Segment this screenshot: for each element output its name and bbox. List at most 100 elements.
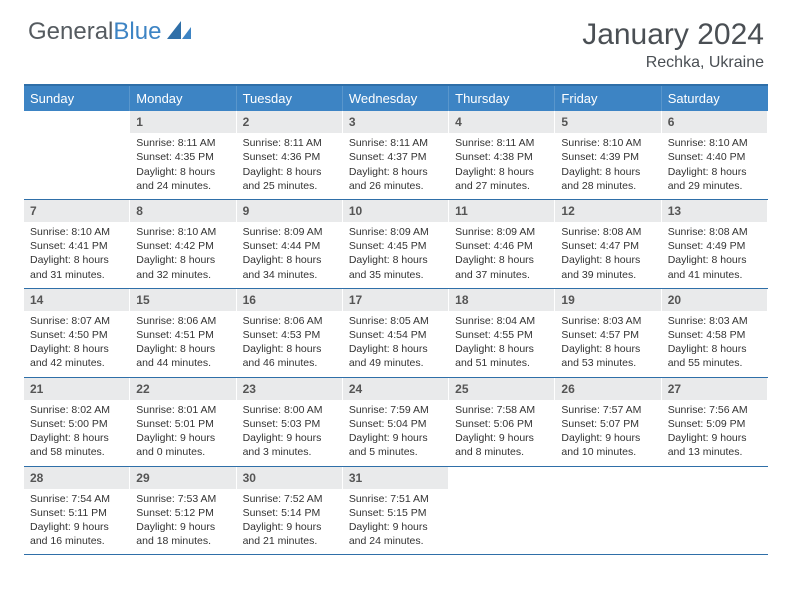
sunrise-text: Sunrise: 8:07 AM bbox=[30, 314, 124, 328]
day-number: 19 bbox=[555, 289, 661, 311]
daylight-text: Daylight: 8 hours and 42 minutes. bbox=[30, 342, 124, 370]
daylight-text: Daylight: 9 hours and 21 minutes. bbox=[243, 520, 337, 548]
day-body: Sunrise: 8:00 AMSunset: 5:03 PMDaylight:… bbox=[237, 403, 343, 460]
day-label: Friday bbox=[555, 86, 661, 111]
day-cell: 9Sunrise: 8:09 AMSunset: 4:44 PMDaylight… bbox=[237, 200, 343, 288]
sunset-text: Sunset: 4:58 PM bbox=[668, 328, 762, 342]
day-body: Sunrise: 8:06 AMSunset: 4:53 PMDaylight:… bbox=[237, 314, 343, 371]
day-number: 24 bbox=[343, 378, 449, 400]
week-row: 1Sunrise: 8:11 AMSunset: 4:35 PMDaylight… bbox=[24, 111, 768, 200]
calendar: Sunday Monday Tuesday Wednesday Thursday… bbox=[24, 84, 768, 555]
sunrise-text: Sunrise: 7:59 AM bbox=[349, 403, 443, 417]
daylight-text: Daylight: 9 hours and 24 minutes. bbox=[349, 520, 443, 548]
day-number: 26 bbox=[555, 378, 661, 400]
day-cell: 15Sunrise: 8:06 AMSunset: 4:51 PMDayligh… bbox=[130, 289, 236, 377]
day-cell: 30Sunrise: 7:52 AMSunset: 5:14 PMDayligh… bbox=[237, 467, 343, 555]
day-body: Sunrise: 8:09 AMSunset: 4:45 PMDaylight:… bbox=[343, 225, 449, 282]
sunset-text: Sunset: 4:57 PM bbox=[561, 328, 655, 342]
day-body: Sunrise: 8:11 AMSunset: 4:37 PMDaylight:… bbox=[343, 136, 449, 193]
sunset-text: Sunset: 4:44 PM bbox=[243, 239, 337, 253]
daylight-text: Daylight: 8 hours and 25 minutes. bbox=[243, 165, 337, 193]
daylight-text: Daylight: 8 hours and 44 minutes. bbox=[136, 342, 230, 370]
sunset-text: Sunset: 4:41 PM bbox=[30, 239, 124, 253]
weeks-container: 1Sunrise: 8:11 AMSunset: 4:35 PMDaylight… bbox=[24, 111, 768, 555]
day-cell: 13Sunrise: 8:08 AMSunset: 4:49 PMDayligh… bbox=[662, 200, 768, 288]
day-body: Sunrise: 7:58 AMSunset: 5:06 PMDaylight:… bbox=[449, 403, 555, 460]
sunset-text: Sunset: 5:15 PM bbox=[349, 506, 443, 520]
day-cell: 3Sunrise: 8:11 AMSunset: 4:37 PMDaylight… bbox=[343, 111, 449, 199]
day-cell: 10Sunrise: 8:09 AMSunset: 4:45 PMDayligh… bbox=[343, 200, 449, 288]
day-cell: 22 Sunrise: 8:01 AMSunset: 5:01 PMDayligh… bbox=[130, 378, 236, 466]
sunrise-text: Sunrise: 8:01 AM bbox=[136, 403, 230, 417]
sunset-text: Sunset: 5:07 PM bbox=[561, 417, 655, 431]
sunset-text: Sunset: 4:39 PM bbox=[561, 150, 655, 164]
day-cell: 2Sunrise: 8:11 AMSunset: 4:36 PMDaylight… bbox=[237, 111, 343, 199]
daylight-text: Daylight: 8 hours and 24 minutes. bbox=[136, 165, 230, 193]
logo-sail-icon bbox=[165, 19, 193, 46]
sunrise-text: Sunrise: 7:51 AM bbox=[349, 492, 443, 506]
day-number: 8 bbox=[130, 200, 236, 222]
sunrise-text: Sunrise: 8:05 AM bbox=[349, 314, 443, 328]
sunrise-text: Sunrise: 8:08 AM bbox=[668, 225, 762, 239]
sunrise-text: Sunrise: 8:11 AM bbox=[349, 136, 443, 150]
daylight-text: Daylight: 9 hours and 13 minutes. bbox=[668, 431, 762, 459]
sunset-text: Sunset: 4:45 PM bbox=[349, 239, 443, 253]
day-cell: 14Sunrise: 8:07 AMSunset: 4:50 PMDayligh… bbox=[24, 289, 130, 377]
day-cell bbox=[449, 467, 555, 555]
day-cell: 4Sunrise: 8:11 AMSunset: 4:38 PMDaylight… bbox=[449, 111, 555, 199]
sunrise-text: Sunrise: 7:54 AM bbox=[30, 492, 124, 506]
day-header-row: Sunday Monday Tuesday Wednesday Thursday… bbox=[24, 86, 768, 111]
day-number bbox=[555, 467, 661, 473]
day-cell bbox=[555, 467, 661, 555]
daylight-text: Daylight: 9 hours and 18 minutes. bbox=[136, 520, 230, 548]
day-body: Sunrise: 8:09 AMSunset: 4:46 PMDaylight:… bbox=[449, 225, 555, 282]
sunrise-text: Sunrise: 8:03 AM bbox=[561, 314, 655, 328]
sunrise-text: Sunrise: 8:04 AM bbox=[455, 314, 549, 328]
title-block: January 2024 Rechka, Ukraine bbox=[582, 18, 764, 72]
daylight-text: Daylight: 8 hours and 46 minutes. bbox=[243, 342, 337, 370]
day-body: Sunrise: 8:05 AMSunset: 4:54 PMDaylight:… bbox=[343, 314, 449, 371]
day-cell: 1Sunrise: 8:11 AMSunset: 4:35 PMDaylight… bbox=[130, 111, 236, 199]
day-number: 2 bbox=[237, 111, 343, 133]
sunrise-text: Sunrise: 8:09 AM bbox=[243, 225, 337, 239]
day-number: 31 bbox=[343, 467, 449, 489]
day-body: Sunrise: 8:10 AMSunset: 4:42 PMDaylight:… bbox=[130, 225, 236, 282]
logo-word1: General bbox=[28, 18, 113, 45]
day-body: Sunrise: 8:04 AMSunset: 4:55 PMDaylight:… bbox=[449, 314, 555, 371]
day-number: 22 bbox=[130, 378, 236, 400]
day-cell: 6Sunrise: 8:10 AMSunset: 4:40 PMDaylight… bbox=[662, 111, 768, 199]
day-cell: 20Sunrise: 8:03 AMSunset: 4:58 PMDayligh… bbox=[662, 289, 768, 377]
sunset-text: Sunset: 4:47 PM bbox=[561, 239, 655, 253]
sunrise-text: Sunrise: 8:10 AM bbox=[30, 225, 124, 239]
day-body: Sunrise: 8:10 AMSunset: 4:41 PMDaylight:… bbox=[24, 225, 130, 282]
sunset-text: Sunset: 5:06 PM bbox=[455, 417, 549, 431]
day-cell: 28Sunrise: 7:54 AMSunset: 5:11 PMDayligh… bbox=[24, 467, 130, 555]
day-cell: 16Sunrise: 8:06 AMSunset: 4:53 PMDayligh… bbox=[237, 289, 343, 377]
sunrise-text: Sunrise: 8:11 AM bbox=[455, 136, 549, 150]
daylight-text: Daylight: 8 hours and 35 minutes. bbox=[349, 253, 443, 281]
daylight-text: Daylight: 8 hours and 41 minutes. bbox=[668, 253, 762, 281]
day-number: 30 bbox=[237, 467, 343, 489]
sunset-text: Sunset: 4:49 PM bbox=[668, 239, 762, 253]
day-label: Monday bbox=[130, 86, 236, 111]
sunrise-text: Sunrise: 8:02 AM bbox=[30, 403, 124, 417]
sunset-text: Sunset: 4:51 PM bbox=[136, 328, 230, 342]
sunrise-text: Sunrise: 8:06 AM bbox=[243, 314, 337, 328]
day-cell: 19Sunrise: 8:03 AMSunset: 4:57 PMDayligh… bbox=[555, 289, 661, 377]
day-cell: 5Sunrise: 8:10 AMSunset: 4:39 PMDaylight… bbox=[555, 111, 661, 199]
sunset-text: Sunset: 4:40 PM bbox=[668, 150, 762, 164]
day-cell: 8 Sunrise: 8:10 AMSunset: 4:42 PMDaylight… bbox=[130, 200, 236, 288]
sunset-text: Sunset: 4:55 PM bbox=[455, 328, 549, 342]
day-body: Sunrise: 8:01 AMSunset: 5:01 PMDaylight:… bbox=[130, 403, 236, 460]
sunset-text: Sunset: 4:54 PM bbox=[349, 328, 443, 342]
daylight-text: Daylight: 9 hours and 0 minutes. bbox=[136, 431, 230, 459]
daylight-text: Daylight: 9 hours and 5 minutes. bbox=[349, 431, 443, 459]
day-cell: 25Sunrise: 7:58 AMSunset: 5:06 PMDayligh… bbox=[449, 378, 555, 466]
day-cell: 27Sunrise: 7:56 AMSunset: 5:09 PMDayligh… bbox=[662, 378, 768, 466]
week-row: 14Sunrise: 8:07 AMSunset: 4:50 PMDayligh… bbox=[24, 289, 768, 378]
sunrise-text: Sunrise: 7:57 AM bbox=[561, 403, 655, 417]
daylight-text: Daylight: 8 hours and 34 minutes. bbox=[243, 253, 337, 281]
day-body: Sunrise: 8:10 AMSunset: 4:39 PMDaylight:… bbox=[555, 136, 661, 193]
daylight-text: Daylight: 8 hours and 58 minutes. bbox=[30, 431, 124, 459]
day-cell: 12Sunrise: 8:08 AMSunset: 4:47 PMDayligh… bbox=[555, 200, 661, 288]
